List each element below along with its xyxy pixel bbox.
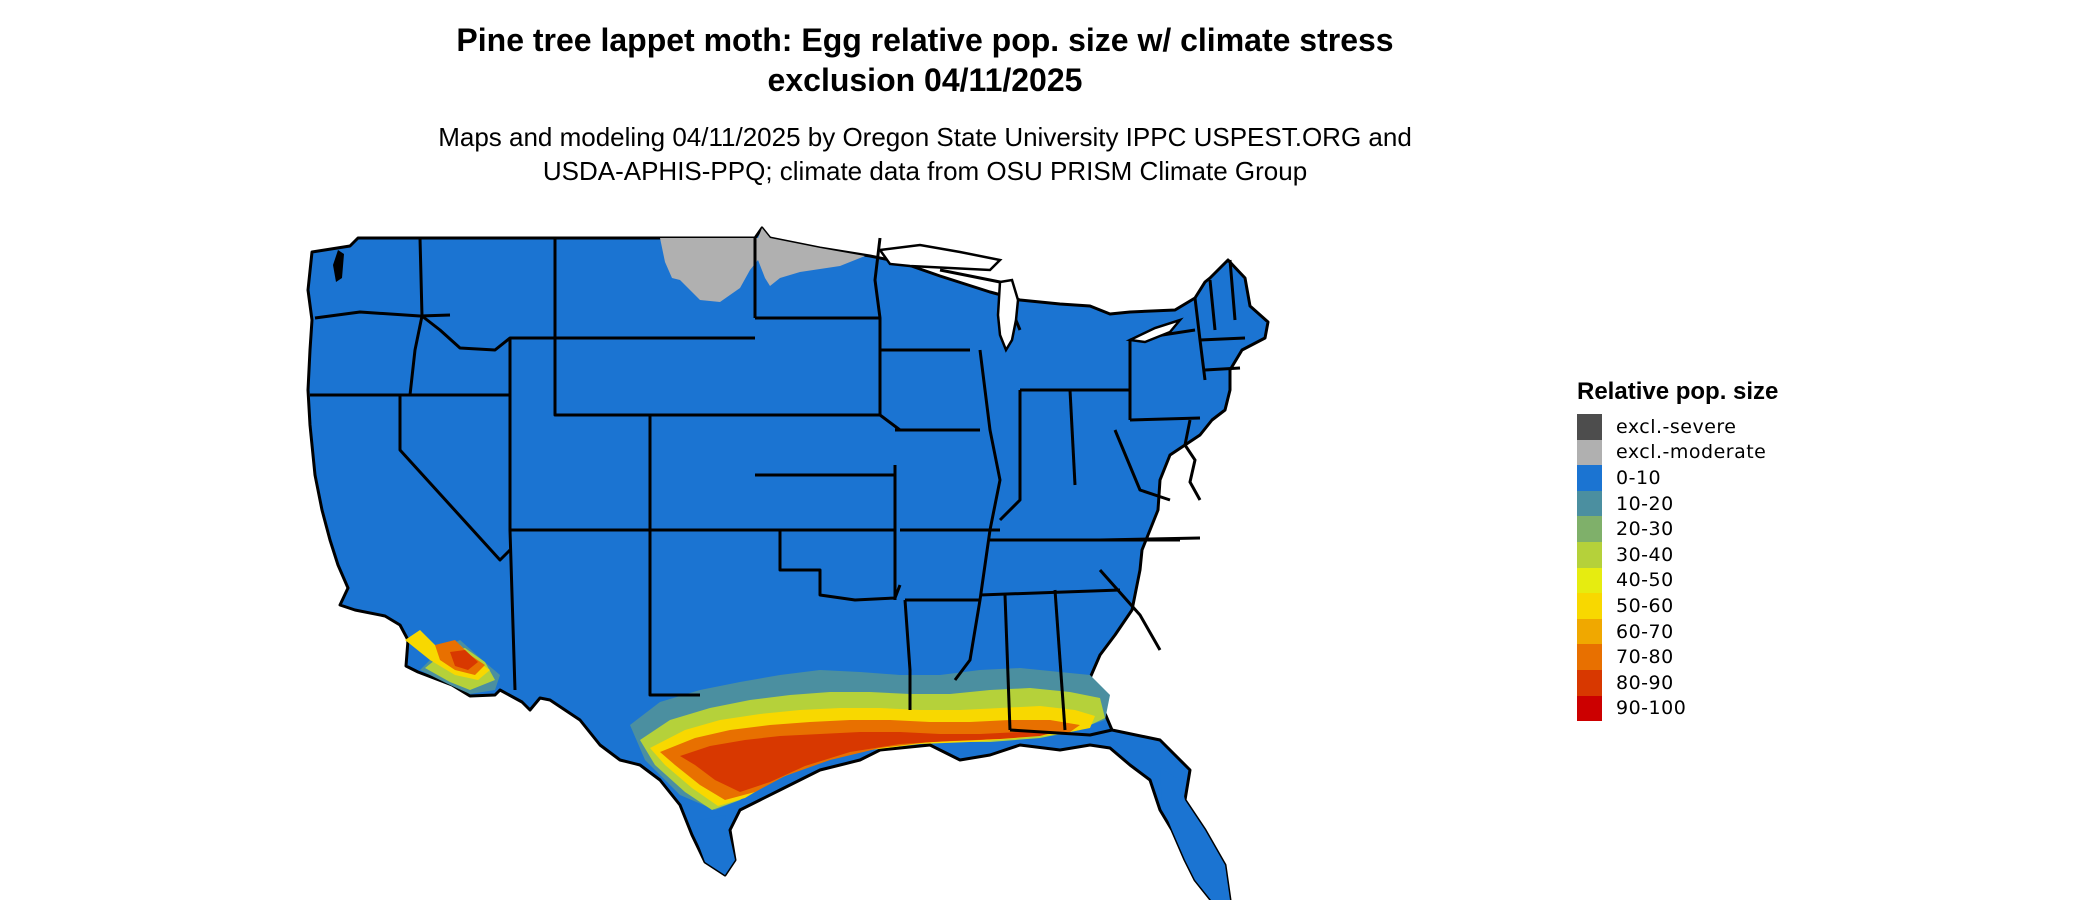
legend-swatch [1577, 439, 1602, 466]
excl-moderate-north [660, 228, 865, 302]
legend-label: 20-30 [1616, 518, 1674, 541]
lake-michigan [996, 278, 1020, 353]
legend-item: 60-70 [1577, 618, 1778, 645]
legend-title: Relative pop. size [1577, 378, 1779, 405]
map-title: Pine tree lappet moth: Egg relative pop.… [0, 20, 1850, 100]
legend-item: 50-60 [1577, 593, 1778, 619]
title-line-2: exclusion 04/11/2025 [767, 62, 1083, 98]
legend-item: 20-30 [1577, 516, 1778, 542]
legend-item: excl.-moderate [1577, 439, 1778, 466]
us-map [306, 226, 1270, 900]
legend-label: 60-70 [1616, 620, 1674, 643]
legend-label: 0-10 [1616, 466, 1662, 489]
legend-label: 50-60 [1616, 594, 1674, 617]
legend-item: 80-90 [1577, 669, 1778, 696]
band-50-60 [405, 630, 1095, 806]
map-subtitle: Maps and modeling 04/11/2025 by Oregon S… [0, 120, 1850, 188]
title-line-1: Pine tree lappet moth: Egg relative pop.… [456, 22, 1394, 58]
florida-blue [1160, 768, 1230, 900]
legend-swatch [1577, 644, 1602, 670]
legend-label: 30-40 [1616, 543, 1674, 566]
legend-swatch [1577, 414, 1602, 440]
legend-swatch [1577, 567, 1602, 594]
puget-sound [333, 250, 344, 282]
legend-item: excl.-severe [1577, 414, 1778, 440]
legend-swatch [1577, 618, 1602, 645]
legend-swatch [1577, 669, 1602, 696]
legend-swatch [1577, 490, 1602, 517]
legend-items: excl.-severe excl.-moderate 0-10 10-20 2… [1577, 414, 1778, 722]
legend-label: 70-80 [1616, 646, 1674, 669]
lake-erie-edge [1125, 317, 1184, 344]
legend-item: 40-50 [1577, 567, 1778, 594]
legend-item: 70-80 [1577, 644, 1778, 670]
legend-label: 10-20 [1616, 492, 1674, 515]
legend-swatch [1577, 541, 1602, 568]
legend-label: 40-50 [1616, 569, 1674, 592]
legend-item: 0-10 [1577, 465, 1778, 491]
band-80-90 [450, 650, 1055, 792]
legend-swatch [1577, 593, 1602, 619]
legend-label: 90-100 [1616, 697, 1687, 720]
subtitle-line-1: Maps and modeling 04/11/2025 by Oregon S… [438, 122, 1412, 152]
legend-swatch [1577, 465, 1602, 491]
texas-tip-blue [695, 815, 735, 875]
lake-superior-edge [877, 243, 1003, 272]
legend-swatch [1577, 695, 1602, 722]
legend-label: 80-90 [1616, 671, 1674, 694]
legend-item: 30-40 [1577, 541, 1778, 568]
state-borders [310, 237, 1246, 737]
legend-label: excl.-severe [1616, 415, 1737, 438]
legend-label: excl.-moderate [1616, 441, 1767, 464]
legend-swatch [1577, 516, 1602, 542]
legend: Relative pop. size excl.-severe excl.-mo… [1577, 378, 1779, 722]
us-landmass [306, 226, 1270, 900]
legend-item: 10-20 [1577, 490, 1778, 517]
chesapeake-bay [1183, 419, 1202, 501]
legend-item: 90-100 [1577, 695, 1778, 722]
subtitle-line-2: USDA-APHIS-PPQ; climate data from OSU PR… [542, 156, 1308, 186]
